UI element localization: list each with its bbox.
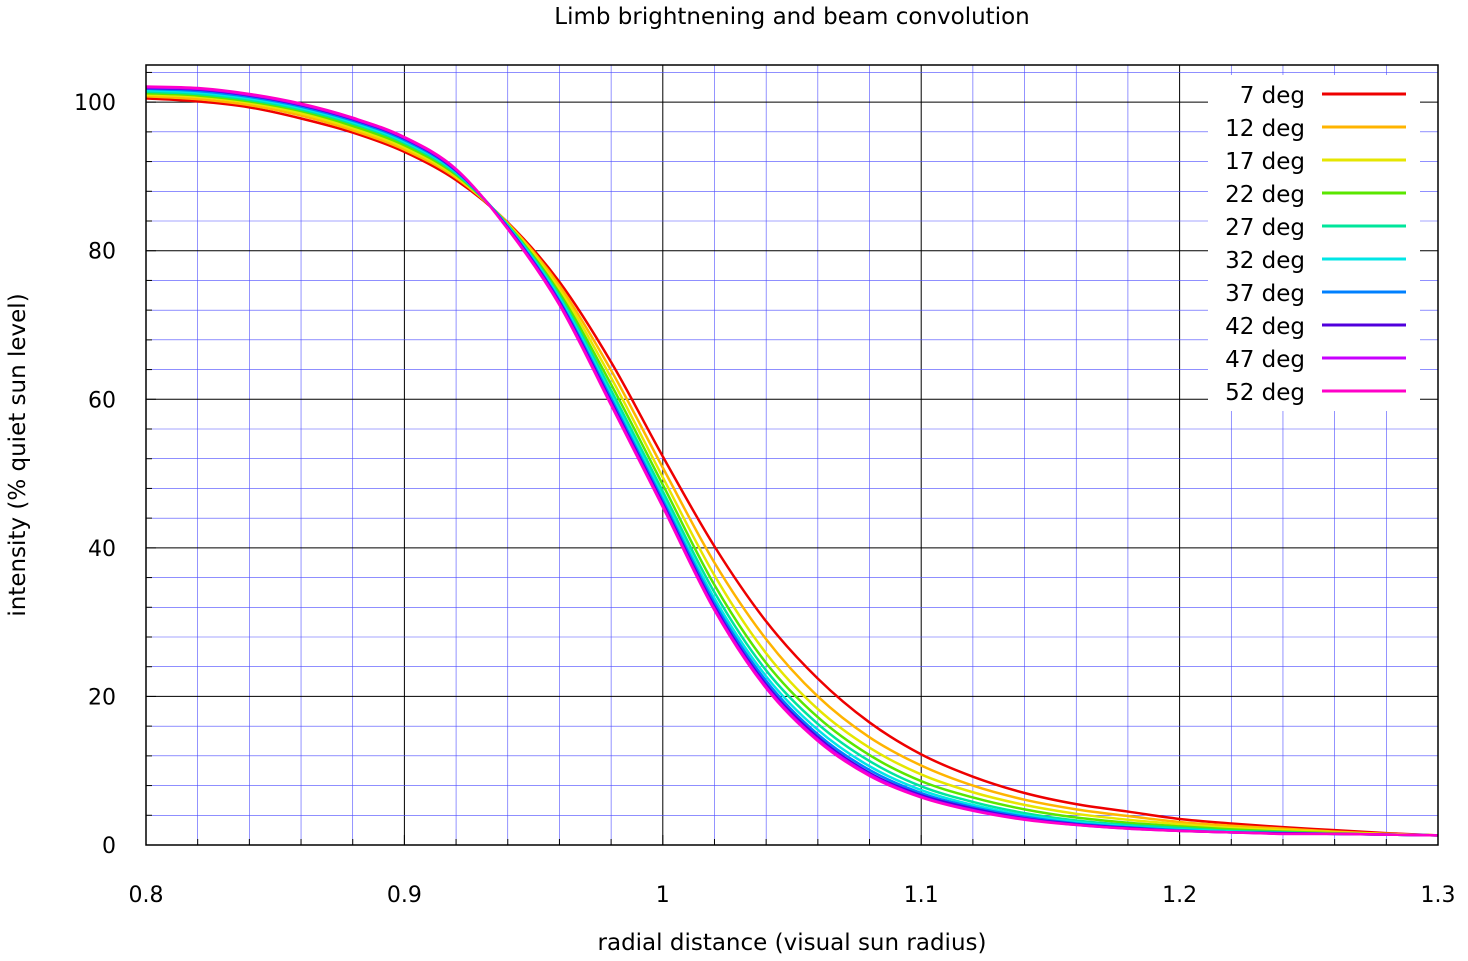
series-line xyxy=(145,91,1439,837)
y-tick-label: 60 xyxy=(88,388,116,413)
legend-background xyxy=(1208,75,1420,411)
legend-label: 7 deg xyxy=(1240,83,1305,109)
legend-label: 12 deg xyxy=(1225,116,1305,142)
y-tick-label: 20 xyxy=(88,685,116,710)
legend-label: 37 deg xyxy=(1225,281,1305,307)
y-tick-label: 40 xyxy=(88,537,116,562)
series-group xyxy=(145,85,1439,837)
x-tick-label: 0.8 xyxy=(129,883,164,908)
x-tick-label: 1.3 xyxy=(1421,883,1456,908)
x-tick-labels: 0.8 0.9 1 1.1 1.2 1.3 xyxy=(129,883,1456,908)
legend-label: 27 deg xyxy=(1225,215,1305,241)
y-tick-label: 80 xyxy=(88,240,116,265)
series-line xyxy=(145,93,1439,837)
x-tick-label: 1 xyxy=(656,883,670,908)
legend-label: 32 deg xyxy=(1225,248,1305,274)
series-line xyxy=(145,94,1439,837)
x-tick-label: 1.1 xyxy=(904,883,939,908)
x-axis-label: radial distance (visual sun radius) xyxy=(598,930,987,956)
chart-title: Limb brightnening and beam convolution xyxy=(554,4,1030,30)
legend: 7 deg 12 deg 17 deg 22 deg 27 deg 32 deg 37 de… xyxy=(1208,75,1420,411)
series-line xyxy=(145,85,1439,837)
plot-frame xyxy=(145,64,1439,846)
x-tick-label: 1.2 xyxy=(1162,883,1197,908)
series-line xyxy=(145,97,1439,837)
legend-label: 47 deg xyxy=(1225,347,1305,373)
y-tick-label: 0 xyxy=(102,834,116,859)
x-tick-label: 0.9 xyxy=(387,883,422,908)
legend-label: 17 deg xyxy=(1225,149,1305,175)
y-tick-labels: 0 20 40 60 80 100 xyxy=(74,91,116,859)
y-tick-label: 100 xyxy=(74,91,116,116)
legend-label: 52 deg xyxy=(1225,380,1305,406)
legend-label: 42 deg xyxy=(1225,314,1305,340)
legend-label: 22 deg xyxy=(1225,182,1305,208)
y-axis-label: intensity (% quiet sun level) xyxy=(5,293,31,616)
